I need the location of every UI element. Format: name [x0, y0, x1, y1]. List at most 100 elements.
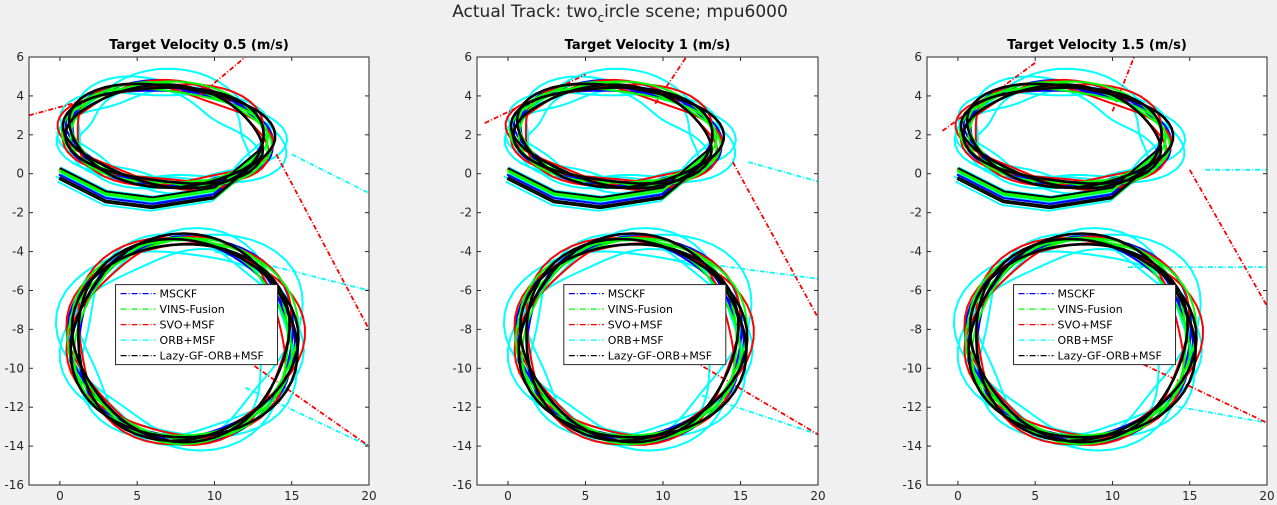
trajectory-line	[502, 233, 753, 452]
trajectory-connector	[59, 148, 262, 199]
series-lazy-gf-orb-msf	[956, 82, 1198, 444]
plot-area	[927, 57, 1267, 485]
x-tick-label: 10	[655, 489, 670, 503]
trajectory-line	[69, 232, 299, 439]
y-tick-label: -6	[460, 283, 472, 297]
legend-label: ORB+MSF	[608, 334, 664, 347]
trajectory-line	[517, 232, 748, 439]
y-tick-label: -12	[4, 400, 24, 414]
y-tick-label: -10	[902, 361, 922, 375]
y-tick-label: 2	[914, 128, 922, 142]
legend-label: MSCKF	[160, 288, 198, 301]
y-tick-label: -4	[12, 245, 24, 259]
y-tick-label: -2	[12, 206, 24, 220]
outlier-streak	[229, 348, 369, 447]
x-tick-label: 10	[207, 489, 222, 503]
trajectory-line	[967, 232, 1197, 439]
y-tick-label: -8	[460, 322, 472, 336]
y-tick-label: -4	[910, 245, 922, 259]
legend-label: VINS-Fusion	[1058, 303, 1123, 316]
y-tick-label: -8	[910, 322, 922, 336]
suptitle-main: Actual Track: two	[452, 2, 597, 22]
legend: MSCKF VINS-Fusion SVO+MSF ORB+MSF Lazy-GF-OR…	[563, 284, 727, 366]
trajectory-line	[76, 82, 275, 187]
trajectory-line	[977, 233, 1203, 439]
legend: MSCKF VINS-Fusion SVO+MSF ORB+MSF Lazy-GF-OR…	[115, 284, 279, 366]
x-tick-label: 15	[1182, 489, 1197, 503]
trajectory-line	[61, 86, 266, 190]
trajectories	[941, 57, 1267, 452]
y-tick-label: 4	[914, 89, 922, 103]
trajectory-line	[974, 82, 1173, 187]
legend: MSCKF VINS-Fusion SVO+MSF ORB+MSF Lazy-GF-OR…	[1013, 284, 1177, 366]
panel-title: Target Velocity 1.5 (m/s)	[1007, 38, 1187, 53]
legend-label: SVO+MSF	[160, 319, 215, 332]
axes-box	[28, 56, 370, 486]
x-tick-label: 0	[504, 489, 512, 503]
x-tick-label: 20	[361, 489, 376, 503]
outlier-streak	[685, 355, 818, 436]
axes-box	[476, 56, 819, 486]
y-tick-label: 6	[464, 50, 472, 64]
series-lazy-gf-orb-msf	[58, 82, 300, 444]
trajectory-connector	[507, 148, 711, 199]
trajectory-line	[525, 237, 749, 443]
x-tick-label: 10	[1105, 489, 1120, 503]
legend-label: VINS-Fusion	[608, 303, 673, 316]
panel-title: Target Velocity 0.5 (m/s)	[109, 38, 289, 53]
legend-label: MSCKF	[608, 288, 646, 301]
trajectory-line	[514, 237, 738, 442]
legend-label: ORB+MSF	[1058, 334, 1114, 347]
y-tick-label: -6	[910, 283, 922, 297]
outlier-streak	[748, 161, 818, 183]
y-tick-label: -14	[902, 439, 922, 453]
y-tick-label: -6	[12, 283, 24, 297]
trajectory-line	[58, 226, 298, 438]
legend-label: SVO+MSF	[608, 319, 663, 332]
x-tick-label: 0	[56, 489, 64, 503]
suptitle-rest: ircle scene; mpu6000	[604, 2, 788, 22]
axes-box	[926, 56, 1268, 486]
x-tick-label: 15	[733, 489, 748, 503]
trajectory-connector	[506, 158, 710, 210]
y-tick-label: -2	[460, 206, 472, 220]
y-tick-label: -10	[4, 361, 24, 375]
y-tick-label: -16	[902, 478, 922, 492]
legend-label: ORB+MSF	[160, 334, 216, 347]
x-tick-label: 5	[133, 489, 141, 503]
trajectory-line	[54, 233, 304, 452]
panel-title: Target Velocity 1 (m/s)	[565, 38, 731, 53]
legend-label: VINS-Fusion	[160, 303, 225, 316]
x-tick-label: 20	[1259, 489, 1274, 503]
outlier-streak	[214, 250, 369, 292]
y-tick-label: 4	[16, 89, 24, 103]
y-tick-label: -14	[4, 439, 24, 453]
trajectory-connector	[507, 157, 710, 208]
y-tick-label: 4	[464, 89, 472, 103]
trajectory-line	[79, 233, 305, 439]
x-tick-label: 0	[954, 489, 962, 503]
y-tick-label: -2	[910, 206, 922, 220]
y-tick-label: -8	[12, 322, 24, 336]
y-tick-label: -16	[452, 478, 472, 492]
y-tick-label: -4	[460, 245, 472, 259]
suptitle-subscript: c	[597, 11, 604, 25]
legend-label: Lazy-GF-ORB+MSF	[608, 350, 712, 363]
y-tick-label: -16	[4, 478, 24, 492]
trajectory-line	[524, 82, 724, 187]
y-tick-label: 0	[464, 167, 472, 181]
trajectory-connector	[59, 151, 262, 202]
y-tick-label: 0	[16, 167, 24, 181]
x-tick-label: 5	[1031, 489, 1039, 503]
trajectory-line	[518, 243, 740, 444]
legend-label: Lazy-GF-ORB+MSF	[160, 350, 264, 363]
trajectory-connector	[59, 157, 262, 208]
outlier-streak	[1158, 402, 1267, 424]
trajectory-line	[74, 250, 295, 447]
trajectory-connector	[956, 158, 1159, 210]
y-tick-label: 2	[464, 128, 472, 142]
figure-suptitle: Actual Track: twocircle scene; mpu6000	[452, 2, 788, 25]
outlier-streak	[1142, 363, 1267, 424]
trajectory-line	[956, 226, 1196, 438]
